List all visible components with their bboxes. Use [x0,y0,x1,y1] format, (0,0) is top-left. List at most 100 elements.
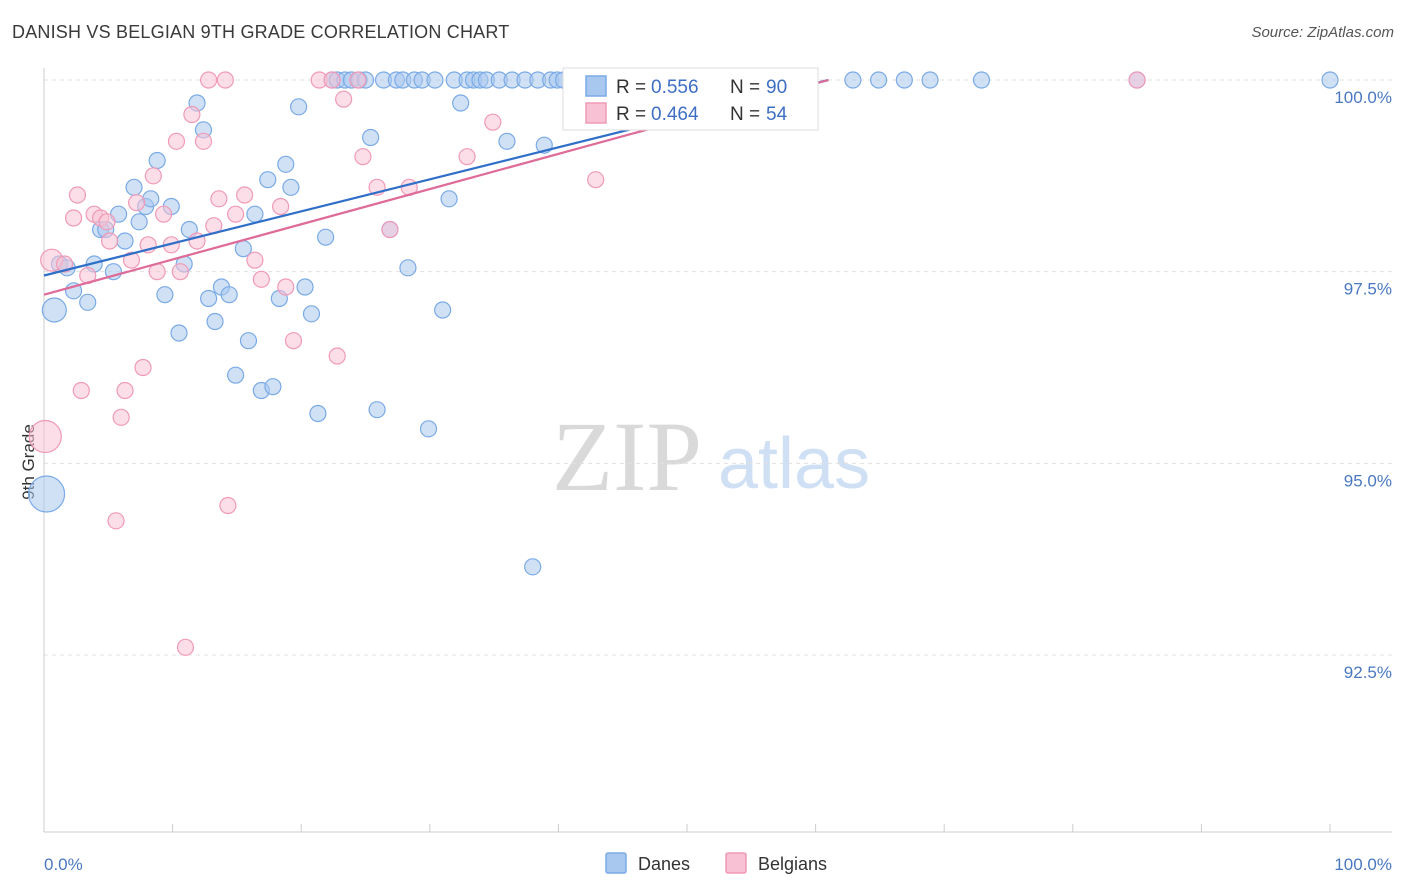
x-tick-label: 100.0% [1334,855,1392,874]
legend-swatch-danes [585,75,607,97]
danes-point [895,71,913,89]
danes-point [972,71,991,89]
series-legend-swatch-danes [605,852,627,874]
danes-point [27,475,66,513]
belgians-point [55,255,74,273]
belgians-point [72,381,90,400]
belgians-point [252,270,270,288]
belgians-point [210,190,228,208]
danes-point [317,228,335,246]
belgians-point [246,251,264,269]
belgians-point [154,205,173,223]
series-legend-label-danes: Danes [638,854,690,874]
belgians-point [381,220,399,239]
legend-r-value-belgians: 0.464 [651,104,699,125]
belgians-point [107,512,125,530]
danes-point [309,404,327,423]
x-tick-labels: 0.0% 100.0% [44,855,1392,874]
belgians-point [284,332,303,350]
danes-point [79,293,97,311]
belgians-point [323,71,341,89]
danes-point [440,190,458,208]
danes-point [277,155,295,173]
data-points [27,71,1339,656]
belgians-point [183,105,201,124]
belgians-point [587,171,605,189]
belgians-point [328,347,346,365]
belgians-point [227,205,245,223]
belgians-point [458,148,476,166]
y-tick-label: 100.0% [1334,88,1392,107]
correlation-legend: R = 0.556 N = 90 R = 0.464 N = 54 [562,67,819,131]
belgians-point [194,132,213,150]
belgians-point [272,197,290,216]
danes-point [290,98,308,116]
danes-point [419,420,438,438]
belgians-point [1128,71,1146,89]
belgians-point [98,213,116,231]
legend-n-label-danes: N = [730,77,760,98]
belgians-point [176,638,195,656]
danes-point [434,301,452,319]
chart-title: DANISH VS BELGIAN 9TH GRADE CORRELATION … [12,22,510,42]
belgians-point [484,113,502,131]
danes-point [170,324,188,342]
danes-point [142,190,160,208]
watermark-zip: ZIP [552,401,702,512]
danes-point [368,401,386,419]
chart-source: Source: ZipAtlas.com [1251,24,1394,41]
danes-point [399,259,417,277]
series-legend-swatch-belgians [725,852,747,874]
y-tick-label: 97.5% [1344,280,1392,299]
danes-point [870,71,888,89]
belgians-point [335,90,353,108]
gridlines [44,79,1392,656]
belgians-point [100,232,119,250]
danes-point [130,213,148,231]
danes-point [41,297,67,323]
belgians-point [167,132,186,150]
belgians-point [112,408,130,426]
belgians-point [200,71,218,89]
legend-n-value-belgians: 54 [766,104,788,125]
danes-point [426,71,444,89]
belgians-point [236,186,254,204]
danes-point [282,178,300,196]
belgians-point [64,209,83,227]
danes-point [844,71,862,89]
belgians-point [277,278,295,296]
danes-point [302,305,321,323]
y-tick-labels: 100.0% 97.5% 95.0% 92.5% [1334,88,1392,682]
belgians-point [127,194,146,212]
legend-r-label-danes: R = [616,77,646,98]
legend-n-value-danes: 90 [766,77,787,98]
watermark-atlas: atlas [718,424,870,504]
watermark: ZIP atlas [552,401,870,512]
y-tick-label: 95.0% [1344,471,1392,490]
danes-point [921,71,939,89]
danes-point [296,278,314,296]
belgians-point [171,263,189,281]
belgians-point [68,186,87,204]
danes-point [498,132,516,150]
danes-point [227,366,245,384]
series-legend: Danes Belgians [605,852,827,874]
danes-point [452,94,470,112]
danes-point [200,289,218,308]
belgians-point [122,251,141,269]
danes-point [1321,71,1339,89]
legend-r-value-danes: 0.556 [651,77,699,98]
belgians-point [354,148,372,166]
danes-point [125,178,143,196]
danes-point [239,332,258,350]
belgians-point [134,358,152,377]
legend-swatch-belgians [585,102,607,124]
danes-point [362,128,380,147]
x-tick-label: 0.0% [44,855,83,874]
danes-point [264,378,282,396]
belgians-point [216,71,234,89]
danes-point [148,151,166,170]
danes-point [116,232,134,250]
legend-n-label-belgians: N = [730,104,760,125]
